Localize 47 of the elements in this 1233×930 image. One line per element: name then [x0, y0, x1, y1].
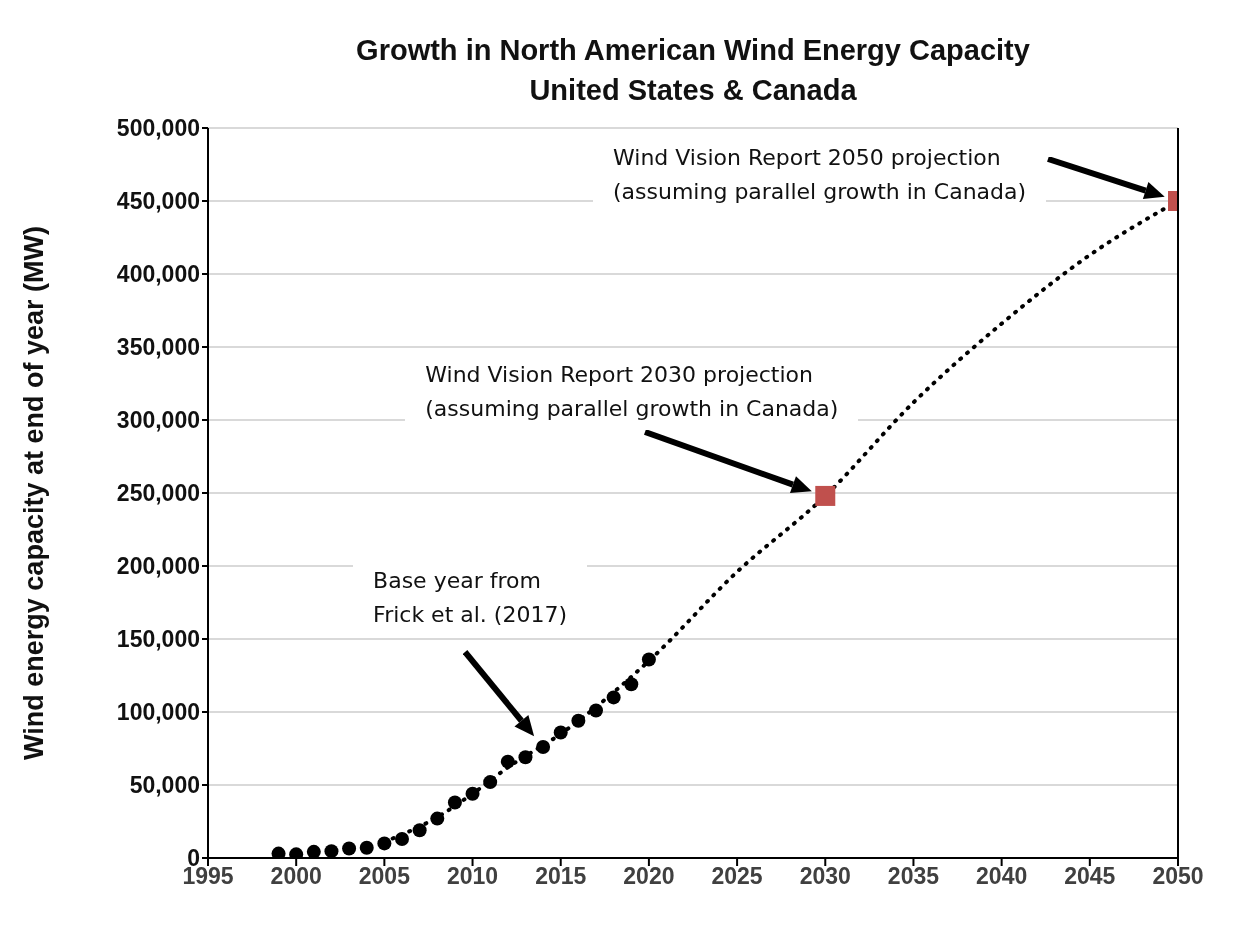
point: [377, 836, 392, 851]
annotation: Base year from Frick et al. (2017): [353, 562, 588, 635]
point: [447, 795, 462, 810]
y-tick-label: 450,000: [116, 188, 200, 215]
y-tick-label: 400,000: [116, 261, 200, 288]
y-tick-label: 50,000: [129, 772, 200, 799]
y-tick-label: 150,000: [116, 626, 200, 653]
x-tick-label: 2015: [535, 863, 587, 890]
y-tick-label: 300,000: [116, 407, 200, 434]
x-tick-label: 2025: [711, 863, 763, 890]
annotation: Wind Vision Report 2030 projection (assuming parallel growth in Canada): [405, 355, 859, 428]
x-tick-label: 2010: [446, 863, 499, 890]
point: [271, 846, 286, 858]
x-tick-label: 2045: [1064, 863, 1116, 890]
annotation: Wind Vision Report 2050 projection (assuming parallel growth in Canada): [593, 139, 1047, 211]
point: [553, 725, 568, 740]
point: [624, 677, 639, 692]
point: [342, 841, 357, 856]
point: [518, 750, 533, 765]
point: [324, 844, 339, 858]
x-tick-label: 2000: [270, 863, 322, 890]
chart-title: Growth in North American Wind Energy Capacity United States & Canada: [355, 33, 1031, 108]
point: [430, 811, 445, 826]
point: [395, 832, 409, 847]
x-tick-label: 2035: [887, 863, 940, 890]
x-tick-label: 2040: [976, 863, 1028, 890]
point: [465, 786, 480, 801]
y-tick-label: 200,000: [116, 553, 200, 580]
point: [536, 740, 551, 755]
y-tick-label: 100,000: [116, 699, 200, 726]
point: [306, 844, 321, 858]
y-tick-label: 500,000: [116, 115, 200, 142]
x-tick-label: 2005: [358, 863, 411, 890]
point: [500, 754, 515, 769]
y-tick-label: 250,000: [116, 480, 200, 507]
y-tick-label: 350,000: [116, 334, 200, 361]
point: [483, 775, 498, 790]
point: [641, 652, 656, 667]
x-tick-label: 2020: [623, 863, 675, 890]
x-tick-label: 2030: [799, 863, 851, 890]
point: [589, 703, 603, 718]
point: [359, 840, 374, 855]
point: [412, 823, 427, 838]
point: [571, 713, 586, 728]
y-axis-title: Wind energy capacity at end of year (MW): [18, 226, 49, 760]
x-tick-label: 2050: [1152, 863, 1204, 890]
point: [606, 690, 621, 705]
